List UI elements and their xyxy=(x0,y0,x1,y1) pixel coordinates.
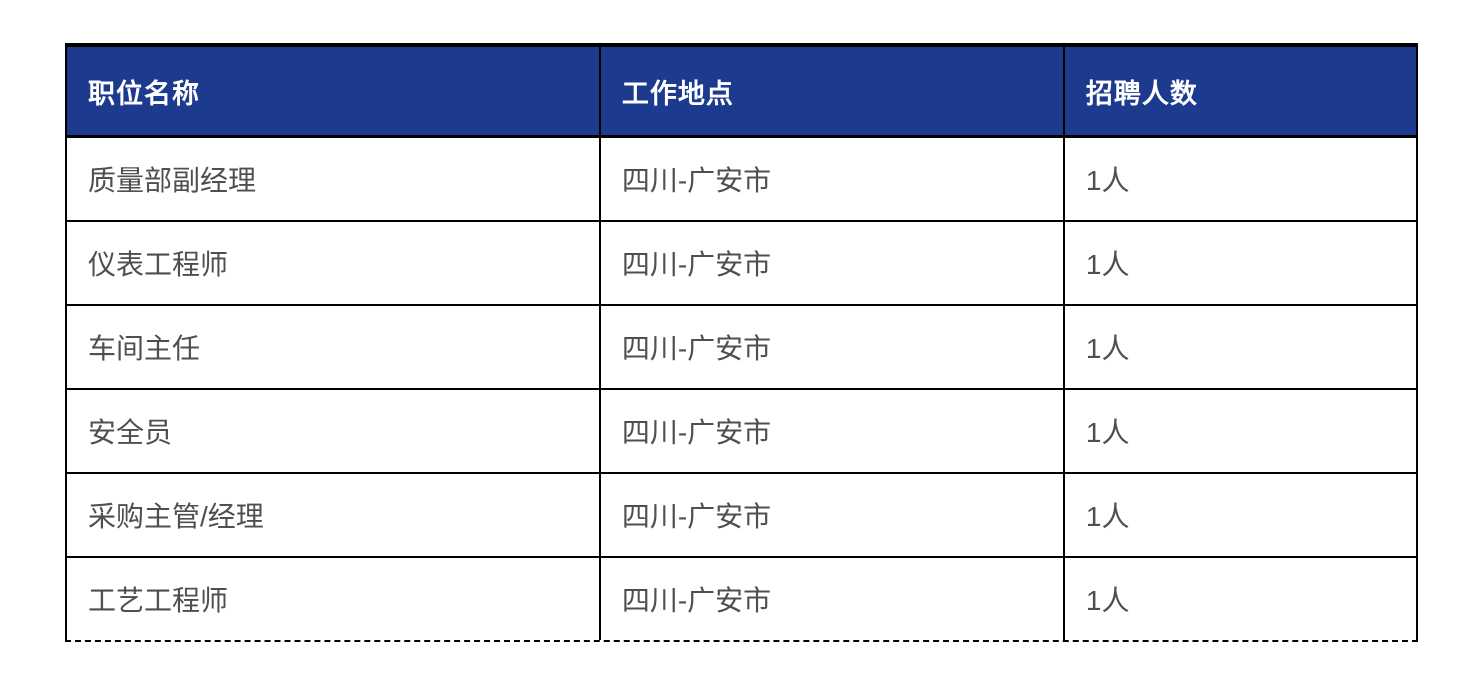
table-row: 质量部副经理 四川-广安市 1人 xyxy=(67,136,1416,222)
table-row: 工艺工程师 四川-广安市 1人 xyxy=(67,557,1416,640)
cell-position-name: 质量部副经理 xyxy=(67,136,601,222)
header-cell-headcount: 招聘人数 xyxy=(1063,47,1416,138)
cell-position-name: 安全员 xyxy=(67,389,601,474)
cell-position-name: 采购主管/经理 xyxy=(67,473,601,558)
job-positions-table: 职位名称 工作地点 招聘人数 质量部副经理 四川-广安市 1人 仪表工程师 四川… xyxy=(67,47,1416,640)
cell-work-location: 四川-广安市 xyxy=(599,557,1065,640)
cell-position-name: 工艺工程师 xyxy=(67,557,601,640)
table-row: 采购主管/经理 四川-广安市 1人 xyxy=(67,473,1416,558)
cell-work-location: 四川-广安市 xyxy=(599,305,1065,390)
cell-headcount: 1人 xyxy=(1063,389,1416,474)
cell-headcount: 1人 xyxy=(1063,305,1416,390)
header-cell-position-name: 职位名称 xyxy=(67,47,601,138)
cell-work-location: 四川-广安市 xyxy=(599,473,1065,558)
header-row: 职位名称 工作地点 招聘人数 xyxy=(67,47,1416,138)
job-table-container: 职位名称 工作地点 招聘人数 质量部副经理 四川-广安市 1人 仪表工程师 四川… xyxy=(65,43,1418,642)
header-cell-work-location: 工作地点 xyxy=(599,47,1065,138)
cell-position-name: 车间主任 xyxy=(67,305,601,390)
cell-work-location: 四川-广安市 xyxy=(599,221,1065,306)
table-row: 安全员 四川-广安市 1人 xyxy=(67,389,1416,474)
cell-headcount: 1人 xyxy=(1063,473,1416,558)
cell-work-location: 四川-广安市 xyxy=(599,136,1065,222)
table-row: 仪表工程师 四川-广安市 1人 xyxy=(67,221,1416,306)
cell-headcount: 1人 xyxy=(1063,557,1416,640)
cell-headcount: 1人 xyxy=(1063,136,1416,222)
table-row: 车间主任 四川-广安市 1人 xyxy=(67,305,1416,390)
cell-position-name: 仪表工程师 xyxy=(67,221,601,306)
cell-work-location: 四川-广安市 xyxy=(599,389,1065,474)
cell-headcount: 1人 xyxy=(1063,221,1416,306)
